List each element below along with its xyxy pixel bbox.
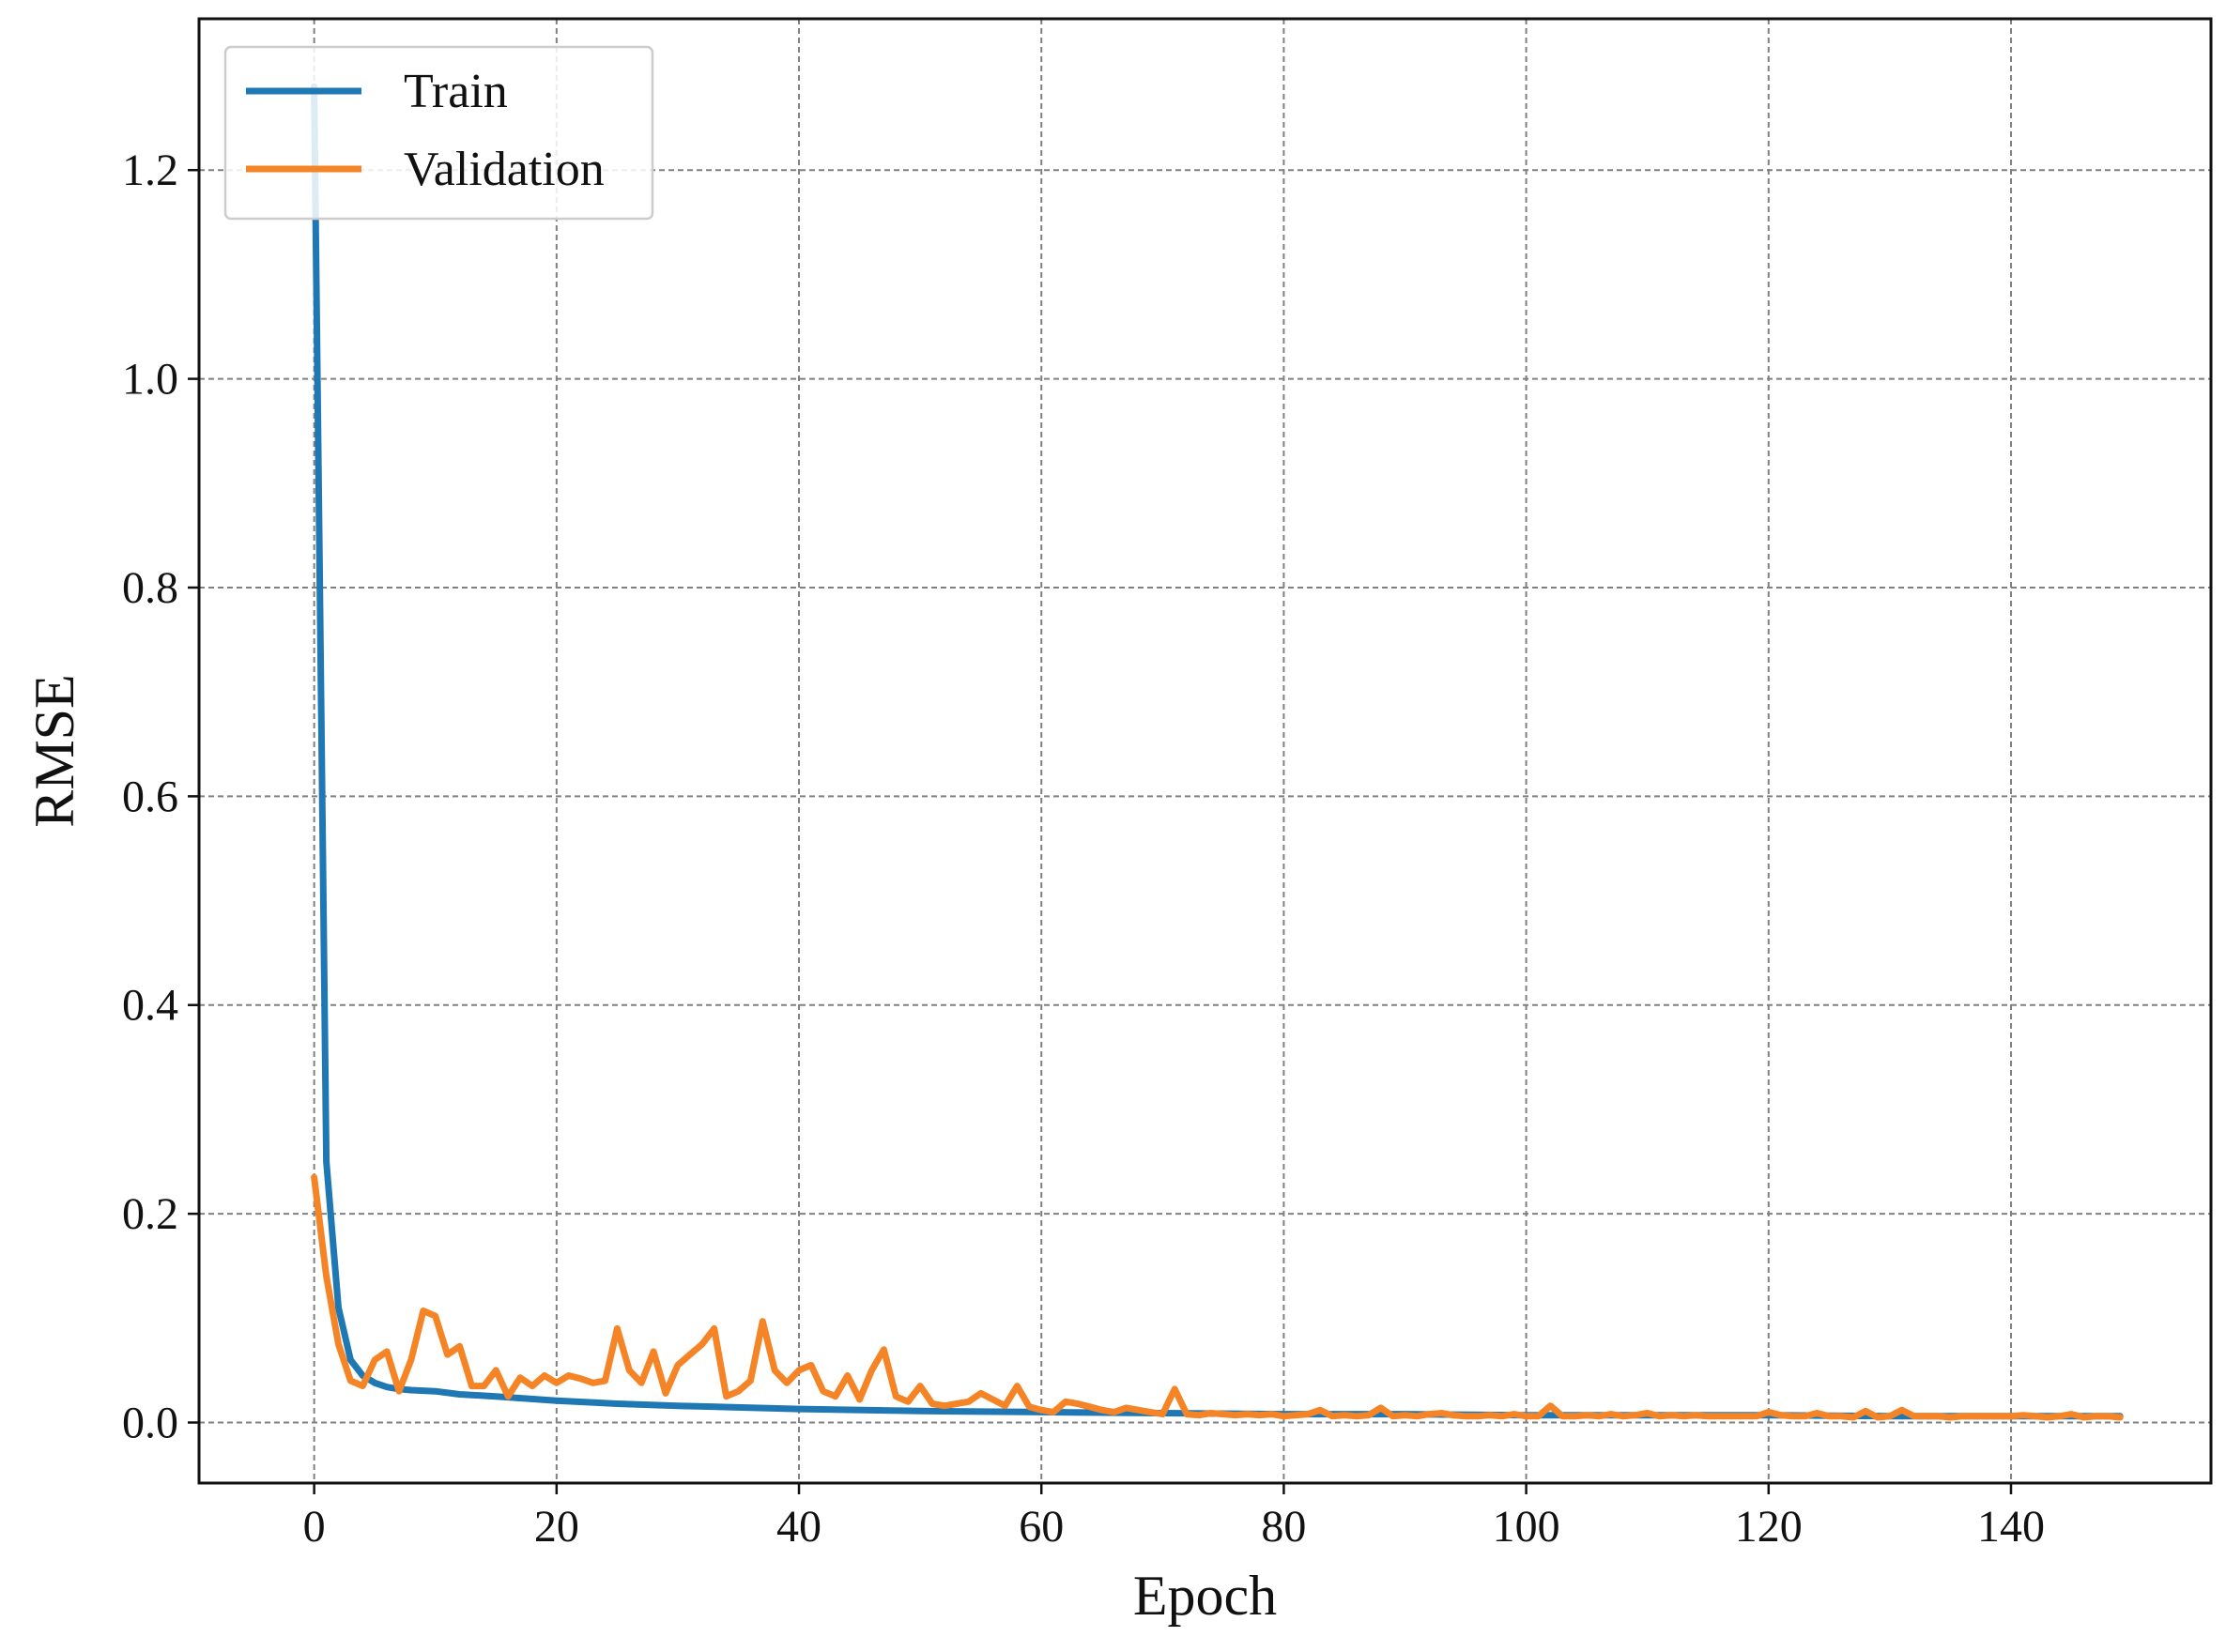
x-tick-label: 80	[1261, 1502, 1306, 1552]
x-axis-label: Epoch	[1133, 1565, 1277, 1627]
series-layer	[311, 83, 2124, 1421]
y-tick-label: 0.8	[122, 563, 178, 613]
y-tick-label: 1.2	[122, 145, 178, 195]
plot-frame	[197, 17, 2213, 1485]
legend-train-label: Train	[404, 65, 508, 118]
y-tick-label: 0.0	[122, 1399, 178, 1448]
y-tick-label: 0.2	[122, 1189, 178, 1239]
y-tick-label: 0.6	[122, 772, 178, 821]
legend: Train Validation	[223, 45, 654, 221]
x-tick-label: 20	[534, 1502, 579, 1552]
x-tick-label: 60	[1019, 1502, 1064, 1552]
y-axis-label: RMSE	[23, 674, 85, 827]
x-tick-label: 40	[776, 1502, 821, 1552]
x-tick-label: 100	[1493, 1502, 1560, 1552]
series-line-validation	[311, 1173, 2124, 1421]
x-tick-label: 0	[303, 1502, 326, 1552]
x-tick-label: 140	[1977, 1502, 2045, 1552]
grid-lines	[199, 19, 2211, 1483]
x-tick-label: 120	[1735, 1502, 1803, 1552]
y-tick-label: 1.0	[122, 355, 178, 405]
axis-ticks: 0 20 40 60 80 100 120 140 0.0 0.2 0.4 0.6 0.8 1.0 1.2	[122, 145, 2045, 1552]
y-tick-label: 0.4	[122, 981, 178, 1031]
legend-validation-label: Validation	[404, 143, 605, 196]
